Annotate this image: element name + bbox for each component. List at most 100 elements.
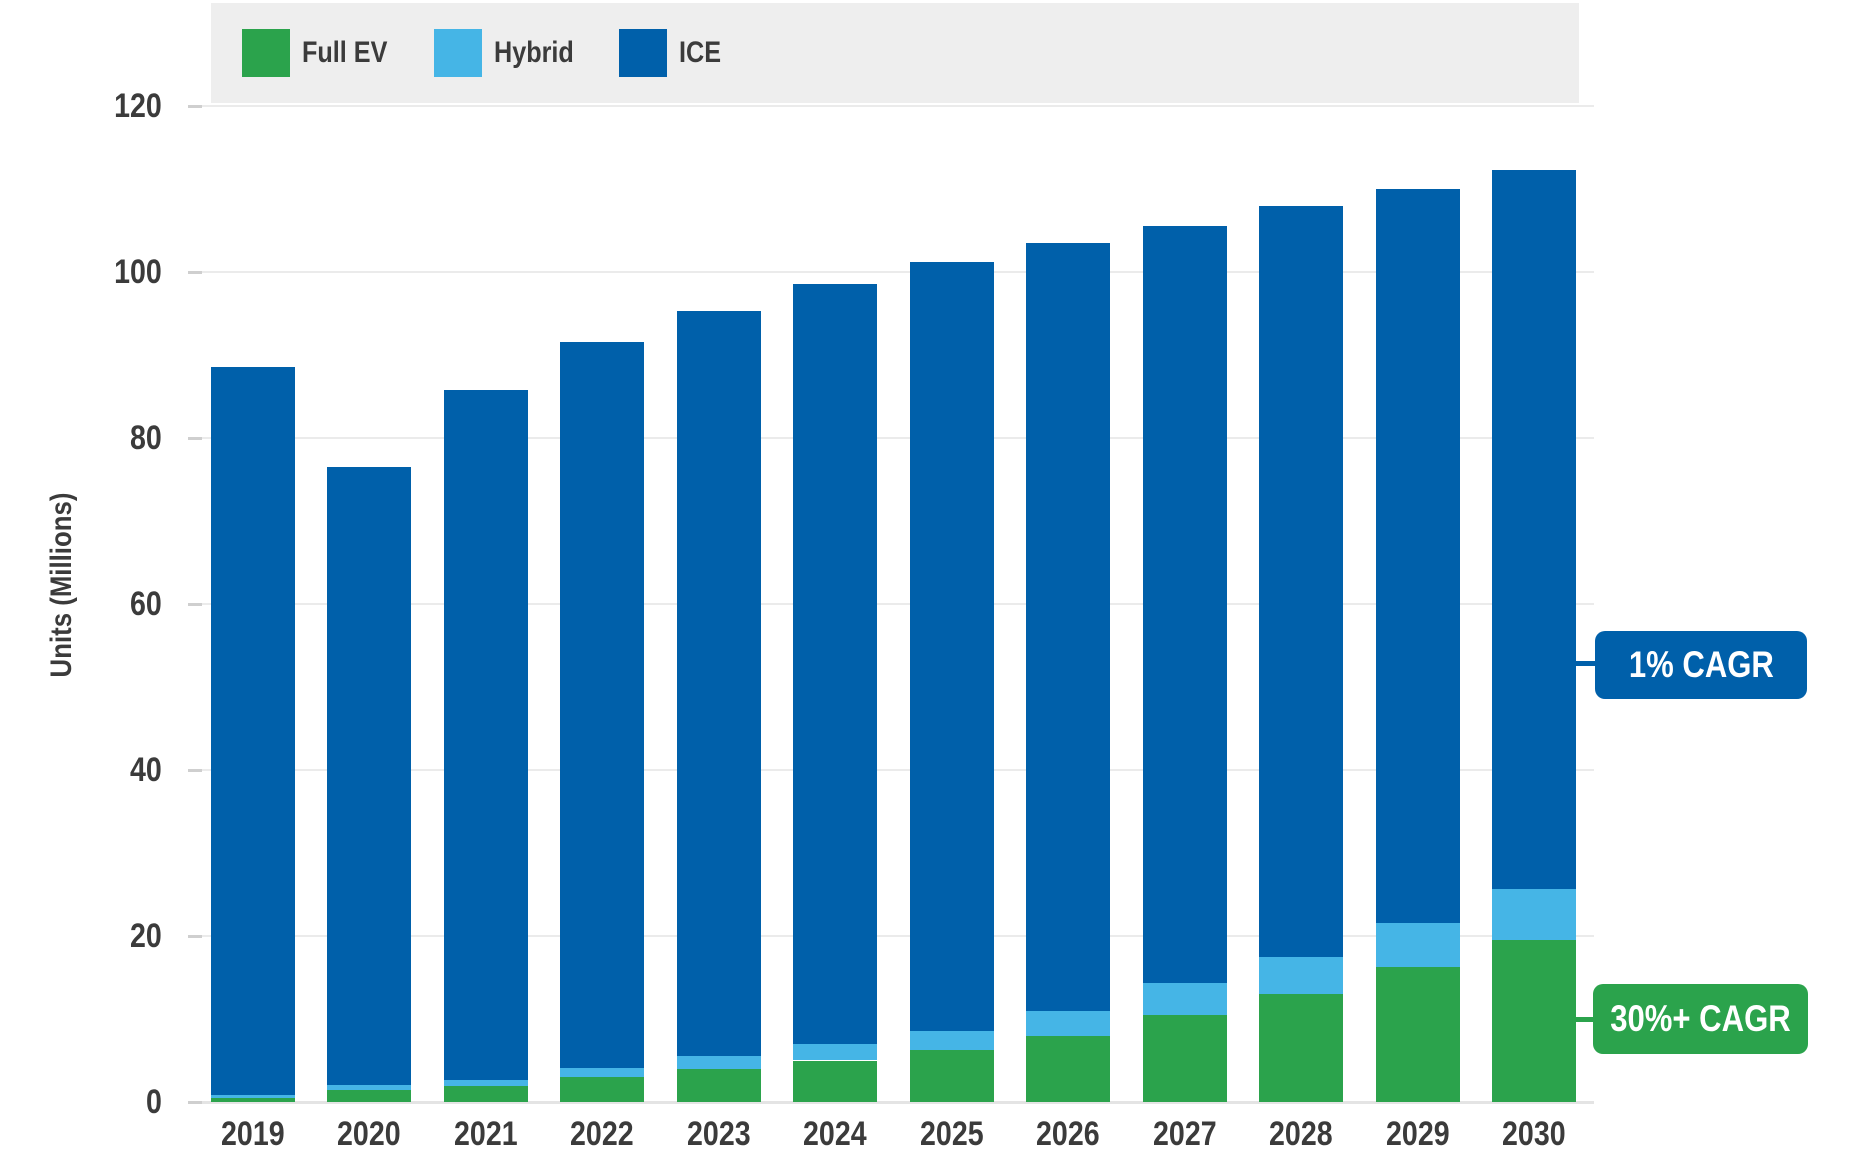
xtick-text: 2020 xyxy=(337,1114,401,1153)
bar-2029-full-ev xyxy=(1375,966,1460,1102)
bar-2025-hybrid xyxy=(909,1031,994,1050)
bar-2022-hybrid xyxy=(560,1067,644,1078)
legend-item-full-ev: Full EV xyxy=(242,29,404,77)
ytick-dash-40 xyxy=(188,768,202,772)
xtick-label-2023: 2023 xyxy=(659,1111,779,1157)
ytick-dash-100 xyxy=(188,270,202,274)
ev-cagr-connector xyxy=(1576,1017,1594,1022)
xtick-label-2029: 2029 xyxy=(1358,1111,1478,1157)
ev-cagr-callout: 30%+ CAGR xyxy=(1593,984,1808,1054)
ytick-text: 120 xyxy=(114,86,162,125)
ytick-text: 80 xyxy=(130,418,162,457)
legend-label-full-ev: Full EV xyxy=(302,36,388,69)
bar-2028-full-ev xyxy=(1259,994,1343,1102)
xtick-label-2026: 2026 xyxy=(1008,1111,1128,1157)
ytick-text: 0 xyxy=(146,1082,162,1121)
ytick-text: 100 xyxy=(114,252,162,291)
bar-2019-hybrid xyxy=(210,1095,295,1098)
xtick-text: 2028 xyxy=(1269,1114,1333,1153)
bar-2027-ice xyxy=(1142,225,1227,984)
ytick-label-80: 80 xyxy=(40,416,162,460)
bar-2029-ice xyxy=(1375,189,1460,923)
bar-2023-full-ev xyxy=(676,1068,761,1102)
bar-2026-full-ev xyxy=(1026,1035,1110,1102)
xtick-text: 2025 xyxy=(919,1114,984,1153)
bar-2027-hybrid xyxy=(1142,983,1227,1015)
xtick-label-2025: 2025 xyxy=(892,1111,1012,1157)
ytick-label-40: 40 xyxy=(40,748,162,792)
ev-cagr-label: 30%+ CAGR xyxy=(1610,998,1791,1039)
xtick-text: 2030 xyxy=(1502,1114,1566,1153)
ytick-text: 40 xyxy=(130,750,162,789)
bar-2020-ice xyxy=(327,467,411,1085)
xtick-text: 2021 xyxy=(453,1114,518,1153)
xtick-text: 2027 xyxy=(1152,1114,1217,1153)
bar-2019-ice xyxy=(210,366,295,1096)
bar-2029-hybrid xyxy=(1375,922,1460,967)
bar-2021-full-ev xyxy=(443,1086,528,1102)
ytick-label-20: 20 xyxy=(40,914,162,958)
ytick-label-100: 100 xyxy=(40,250,162,294)
xtick-text: 2029 xyxy=(1385,1114,1450,1153)
gridline-0 xyxy=(202,1100,1594,1104)
ytick-dash-20 xyxy=(188,934,202,938)
bar-2023-hybrid xyxy=(676,1055,761,1069)
ytick-dash-80 xyxy=(188,436,202,440)
bar-2024-hybrid xyxy=(793,1043,877,1061)
xtick-label-2022: 2022 xyxy=(542,1111,662,1157)
gridline-100 xyxy=(202,271,1594,273)
bar-2024-full-ev xyxy=(793,1060,877,1102)
xtick-text: 2026 xyxy=(1036,1114,1100,1153)
ytick-text: 60 xyxy=(130,584,162,623)
gridline-80 xyxy=(202,437,1594,439)
legend-label-hybrid: Hybrid xyxy=(493,36,574,69)
bar-2023-ice xyxy=(676,311,761,1056)
bar-2025-full-ev xyxy=(909,1049,994,1102)
bar-2020-hybrid xyxy=(327,1084,411,1090)
ytick-text: 20 xyxy=(130,916,162,955)
ytick-dash-0 xyxy=(188,1100,202,1104)
ice-cagr-connector xyxy=(1576,661,1596,666)
bar-2022-full-ev xyxy=(560,1077,644,1102)
gridline-60 xyxy=(202,603,1594,605)
bar-2030-ice xyxy=(1492,169,1576,889)
bar-2022-ice xyxy=(560,341,644,1068)
bar-2025-ice xyxy=(909,262,994,1032)
ice-swatch-icon xyxy=(618,29,667,77)
legend: Full EV Hybrid ICE xyxy=(211,3,1579,103)
xtick-text: 2024 xyxy=(803,1114,867,1153)
bar-2019-full-ev xyxy=(210,1097,295,1102)
xtick-label-2024: 2024 xyxy=(775,1111,895,1157)
bar-2030-full-ev xyxy=(1492,940,1576,1102)
gridline-20 xyxy=(202,935,1594,937)
bar-2028-hybrid xyxy=(1259,956,1343,995)
xtick-label-2021: 2021 xyxy=(426,1111,546,1157)
ytick-dash-120 xyxy=(188,104,202,108)
legend-item-ice: ICE xyxy=(618,29,729,77)
xtick-text: 2023 xyxy=(686,1114,751,1153)
legend-item-hybrid: Hybrid xyxy=(433,29,589,77)
bar-2021-ice xyxy=(443,389,528,1080)
xtick-label-2027: 2027 xyxy=(1125,1111,1245,1157)
xtick-label-2019: 2019 xyxy=(193,1111,313,1157)
bar-2027-full-ev xyxy=(1142,1014,1227,1102)
ice-cagr-callout: 1% CAGR xyxy=(1595,631,1807,699)
xtick-text: 2022 xyxy=(570,1114,634,1153)
legend-label-ice: ICE xyxy=(678,36,721,69)
bar-2026-ice xyxy=(1026,242,1110,1011)
ytick-label-0: 0 xyxy=(40,1080,162,1124)
ytick-label-60: 60 xyxy=(40,582,162,626)
bar-2026-hybrid xyxy=(1026,1010,1110,1036)
xtick-label-2028: 2028 xyxy=(1241,1111,1361,1157)
bar-2028-ice xyxy=(1259,206,1343,957)
hybrid-swatch-icon xyxy=(433,29,482,77)
ice-cagr-label: 1% CAGR xyxy=(1628,644,1774,685)
bar-2020-full-ev xyxy=(327,1089,411,1102)
ytick-dash-60 xyxy=(188,602,202,606)
bar-2024-ice xyxy=(793,284,877,1044)
ytick-label-120: 120 xyxy=(40,84,162,128)
